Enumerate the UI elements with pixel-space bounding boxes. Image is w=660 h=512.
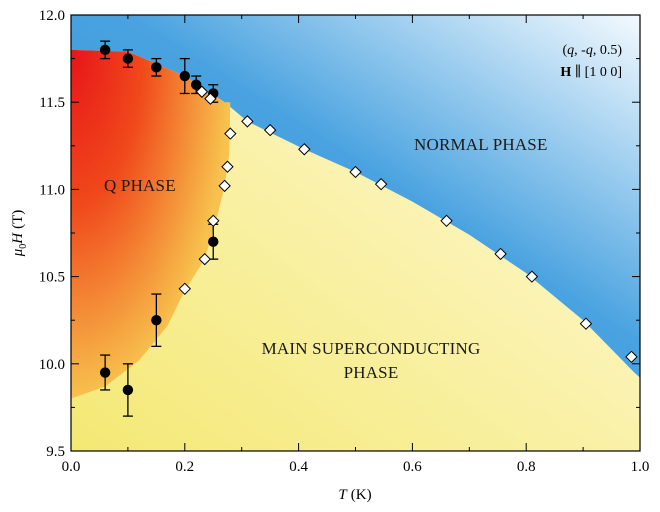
wavevector-q2: q — [586, 43, 593, 58]
y-tick-label: 11.0 — [39, 182, 65, 198]
y-tick-label: 12.0 — [39, 8, 65, 24]
data-point-diamond — [374, 177, 388, 191]
y-tick-label: 10.5 — [39, 270, 65, 286]
x-tick-label: 0.8 — [517, 459, 536, 475]
data-point-diamond — [494, 247, 507, 261]
phase-regions — [71, 15, 640, 451]
x-tick-label: 0.4 — [289, 459, 308, 475]
data-point-diamond — [525, 270, 539, 283]
data-point-filled — [99, 367, 111, 378]
data-point-diamond — [198, 252, 211, 266]
x-axis-unit: (K) — [351, 487, 372, 503]
x-tick-label: 0.2 — [175, 459, 194, 475]
normal-phase-label: NORMAL PHASE — [414, 135, 548, 154]
data-point-filled — [122, 384, 134, 396]
y-tick-labels: 9.5 10.0 10.5 11.0 11.5 12.0 — [39, 8, 65, 460]
data-point-diamond — [195, 85, 209, 98]
x-axis-symbol: T — [338, 487, 348, 503]
data-point-diamond — [221, 160, 234, 173]
data-point-diamond — [349, 165, 362, 179]
data-point-filled — [151, 315, 162, 326]
main-superconducting-label-line2: PHASE — [344, 363, 399, 382]
q-phase-label: Q PHASE — [104, 176, 176, 195]
data-point-filled — [190, 79, 202, 90]
main-superconducting-label-line1: MAIN SUPERCONDUCTING — [262, 339, 481, 358]
data-point-diamond — [579, 317, 593, 330]
y-axis-symbol: H — [10, 232, 26, 245]
axis-ticks — [70, 14, 641, 452]
field-symbol: H — [560, 65, 571, 80]
y-axis-sub: 0 — [18, 244, 29, 249]
data-point-filled — [208, 236, 219, 247]
data-point-diamond — [204, 92, 217, 105]
x-tick-label: 0.6 — [403, 459, 422, 475]
data-markers — [99, 40, 638, 417]
data-point-filled — [151, 62, 162, 73]
y-tick-label: 9.5 — [46, 444, 65, 460]
q-phase-region — [71, 49, 231, 399]
data-point-diamond — [241, 115, 254, 128]
normal-phase-region — [71, 15, 640, 378]
data-point-diamond — [440, 214, 453, 227]
wavevector-q: q — [567, 43, 574, 58]
data-point-diamond — [298, 143, 311, 156]
data-point-filled — [179, 70, 190, 82]
y-axis-label: μ0H (T) — [10, 210, 29, 258]
data-point-diamond — [224, 127, 237, 140]
field-direction-text: ∥ [1 0 0] — [571, 64, 622, 80]
y-axis-mu: μ — [10, 248, 26, 257]
x-tick-label: 0.0 — [62, 459, 81, 475]
data-point-diamond — [178, 282, 192, 296]
x-axis-label: T (K) — [338, 487, 371, 503]
y-tick-label: 10.0 — [39, 357, 65, 373]
y-axis-unit: (T) — [10, 210, 26, 229]
data-point-filled — [122, 53, 134, 64]
data-point-diamond — [218, 179, 231, 193]
wavevector-close: , 0.5) — [593, 43, 623, 58]
data-point-diamond — [207, 214, 220, 227]
wavevector-open: ( — [562, 43, 567, 58]
x-tick-labels: 0.0 0.2 0.4 0.6 0.8 1.0 — [62, 459, 650, 475]
y-tick-label: 11.5 — [39, 95, 65, 111]
data-point-filled — [99, 44, 111, 56]
field-direction-annotation: H ∥ [1 0 0] — [560, 64, 622, 80]
wavevector-mid: , - — [574, 43, 586, 58]
data-point-diamond — [263, 123, 277, 137]
x-tick-label: 1.0 — [631, 459, 650, 475]
wavevector-annotation: (q, -q, 0.5) — [562, 43, 622, 58]
data-point-diamond — [625, 350, 638, 364]
